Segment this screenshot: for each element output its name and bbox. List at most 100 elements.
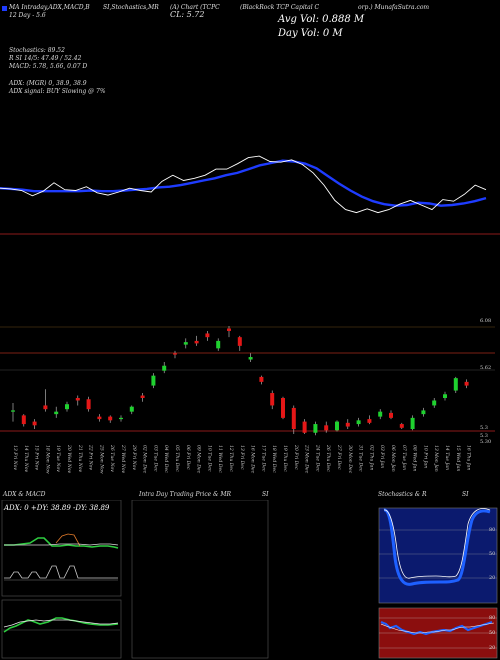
x-axis-label: 27 Fri Dec — [336, 444, 342, 470]
x-axis-label: 16 Thu Jan — [466, 445, 472, 470]
candle-down — [291, 407, 296, 430]
rsi-level-50: 50 — [489, 630, 495, 636]
candle-down — [86, 399, 91, 410]
x-axis-label: 18 Mon Nov — [44, 445, 50, 474]
candle-up — [313, 424, 318, 433]
candle-up — [453, 378, 458, 391]
candle-up — [119, 417, 123, 420]
x-axis-label: 13 Fri Nov — [12, 445, 18, 470]
price-level-5-30: 5.30 — [480, 439, 491, 445]
candle-down — [324, 425, 329, 431]
intraday-panel — [131, 500, 269, 659]
adx-plus-line — [4, 537, 119, 549]
x-axis-label: 12 Thu Dec — [228, 445, 234, 472]
stoch-title: Stochastics & R — [378, 491, 427, 498]
header-source: orp.) MunafaSutra.com — [358, 4, 430, 11]
price-level-5-3a: 5.3 — [480, 425, 488, 431]
candle-down — [237, 337, 242, 346]
price-level-6-08: 6.08 — [480, 318, 491, 324]
stoch-level-20: 20 — [489, 575, 495, 581]
header-col2: SI,Stochastics,MR — [103, 4, 159, 11]
candle-up — [216, 340, 221, 349]
candle-down — [227, 328, 231, 331]
x-axis-label: 19 Thu Dec — [282, 445, 288, 472]
x-axis-label: 17 Tue Dec — [260, 445, 266, 472]
x-axis-label: 03 Fri Jan — [379, 445, 385, 468]
x-axis-label: 25 Mon Nov — [98, 444, 104, 474]
candle-up — [129, 406, 134, 412]
candle-down — [345, 422, 350, 427]
legend-line1: MA Intraday,ADX,MACD,B — [9, 4, 90, 11]
x-axis-label: 04 Wed Dec — [163, 445, 169, 473]
candle-up — [248, 357, 253, 360]
x-axis-label: 20 Fri Dec — [293, 444, 299, 470]
candle-down — [173, 353, 177, 355]
candle-down — [367, 419, 372, 423]
legend-line2: 12 Day - 5.6 — [9, 12, 46, 19]
x-axis-label: 23 Mon Dec — [304, 444, 310, 474]
avg-volume: Avg Vol: 0.888 M — [278, 14, 365, 25]
x-axis-label: 31 Tue Dec — [358, 445, 364, 472]
candle-down — [281, 398, 285, 418]
candle-down — [259, 376, 264, 382]
candle-down — [140, 395, 145, 398]
rsi-blue-line — [380, 620, 493, 636]
main-price-chart: 6.08 5.62 5.3 5.3 5.30 13 Fri Nov 14 Thu … — [0, 155, 500, 474]
x-axis-label: 20 Wed Nov — [66, 444, 72, 474]
rsi-panel: 80 50 20 — [378, 607, 498, 659]
candle-down — [205, 333, 210, 338]
x-axis-label: 24 Tue Dec — [314, 444, 320, 472]
candle-up — [410, 417, 415, 430]
stoch-k-line — [383, 508, 491, 586]
ma-blue-line — [0, 159, 487, 207]
price-level-5-62: 5.62 — [480, 365, 491, 371]
adx-minus-line — [55, 533, 81, 547]
day-volume: Day Vol: 0 M — [278, 28, 343, 39]
candle-up — [162, 365, 167, 371]
x-axis-label: 08 Wed Jan — [412, 445, 418, 471]
candle-down — [97, 416, 102, 420]
x-axis-label: 13 Fri Dec — [239, 445, 245, 470]
candle-up — [54, 411, 59, 415]
x-axis-label: 26 Tue Nov — [109, 444, 115, 472]
x-axis-label: 02 Mon Dec — [142, 445, 148, 474]
candle-up — [432, 400, 437, 406]
x-axis-label: 05 Thu Dec — [174, 445, 180, 472]
candle-down — [270, 393, 275, 406]
candle-up — [421, 410, 426, 415]
stochastics-panel: 80 50 20 — [378, 507, 498, 604]
x-axis-label: 19 Tue Nov — [55, 445, 61, 472]
intraday-title: Intra Day Trading Price & MR — [139, 491, 232, 498]
adx-panel-readout: ADX: 0 +DY: 38.89 -DY: 38.89 — [3, 504, 110, 512]
candle-up — [151, 375, 156, 386]
rsi-level-20: 20 — [489, 645, 495, 651]
adx-readout: ADX: (MGR) 0, 38.9, 38.9 — [9, 80, 87, 87]
x-axis-label: 10 Tue Dec — [206, 445, 212, 472]
adx-panel: ADX: 0 +DY: 38.89 -DY: 38.89 — [1, 500, 122, 597]
candle-down — [75, 398, 80, 401]
stoch-title-suffix: SI — [462, 491, 469, 498]
x-axis-label: 27 Wed Nov — [120, 444, 126, 474]
x-axis-label: 30 Mon Dec — [347, 445, 353, 474]
candle-up — [11, 410, 15, 412]
header-company: (BlackRock TCP Capital C — [240, 4, 320, 11]
x-axis-label: 06 Fri Dec — [185, 445, 191, 470]
candle-down — [32, 421, 37, 426]
x-axis-label: 22 Fri Nov — [88, 444, 94, 470]
candle-down — [194, 340, 199, 344]
candle-up — [378, 411, 383, 417]
candle-up — [443, 394, 447, 398]
x-axis-label: 15 Fri Nov — [34, 445, 40, 470]
candle-down — [302, 421, 307, 433]
x-axis-label: 14 Tue Jan — [444, 445, 450, 470]
macd-panel — [1, 599, 122, 659]
x-axis-label: 21 Thu Nov — [77, 444, 83, 473]
candle-down — [399, 424, 404, 428]
candle-down — [21, 415, 26, 425]
macd-readout: MACD: 5.78, 5.66, 0.07 D — [9, 63, 88, 70]
macd-white-line — [3, 619, 119, 628]
x-axis-label: 18 Wed Dec — [271, 445, 277, 473]
stochastics-readout: Stochastics: 89.52 — [9, 47, 65, 54]
intraday-title-suffix: SI — [262, 491, 269, 498]
price-level-5-3b: 5.3 — [480, 433, 488, 439]
